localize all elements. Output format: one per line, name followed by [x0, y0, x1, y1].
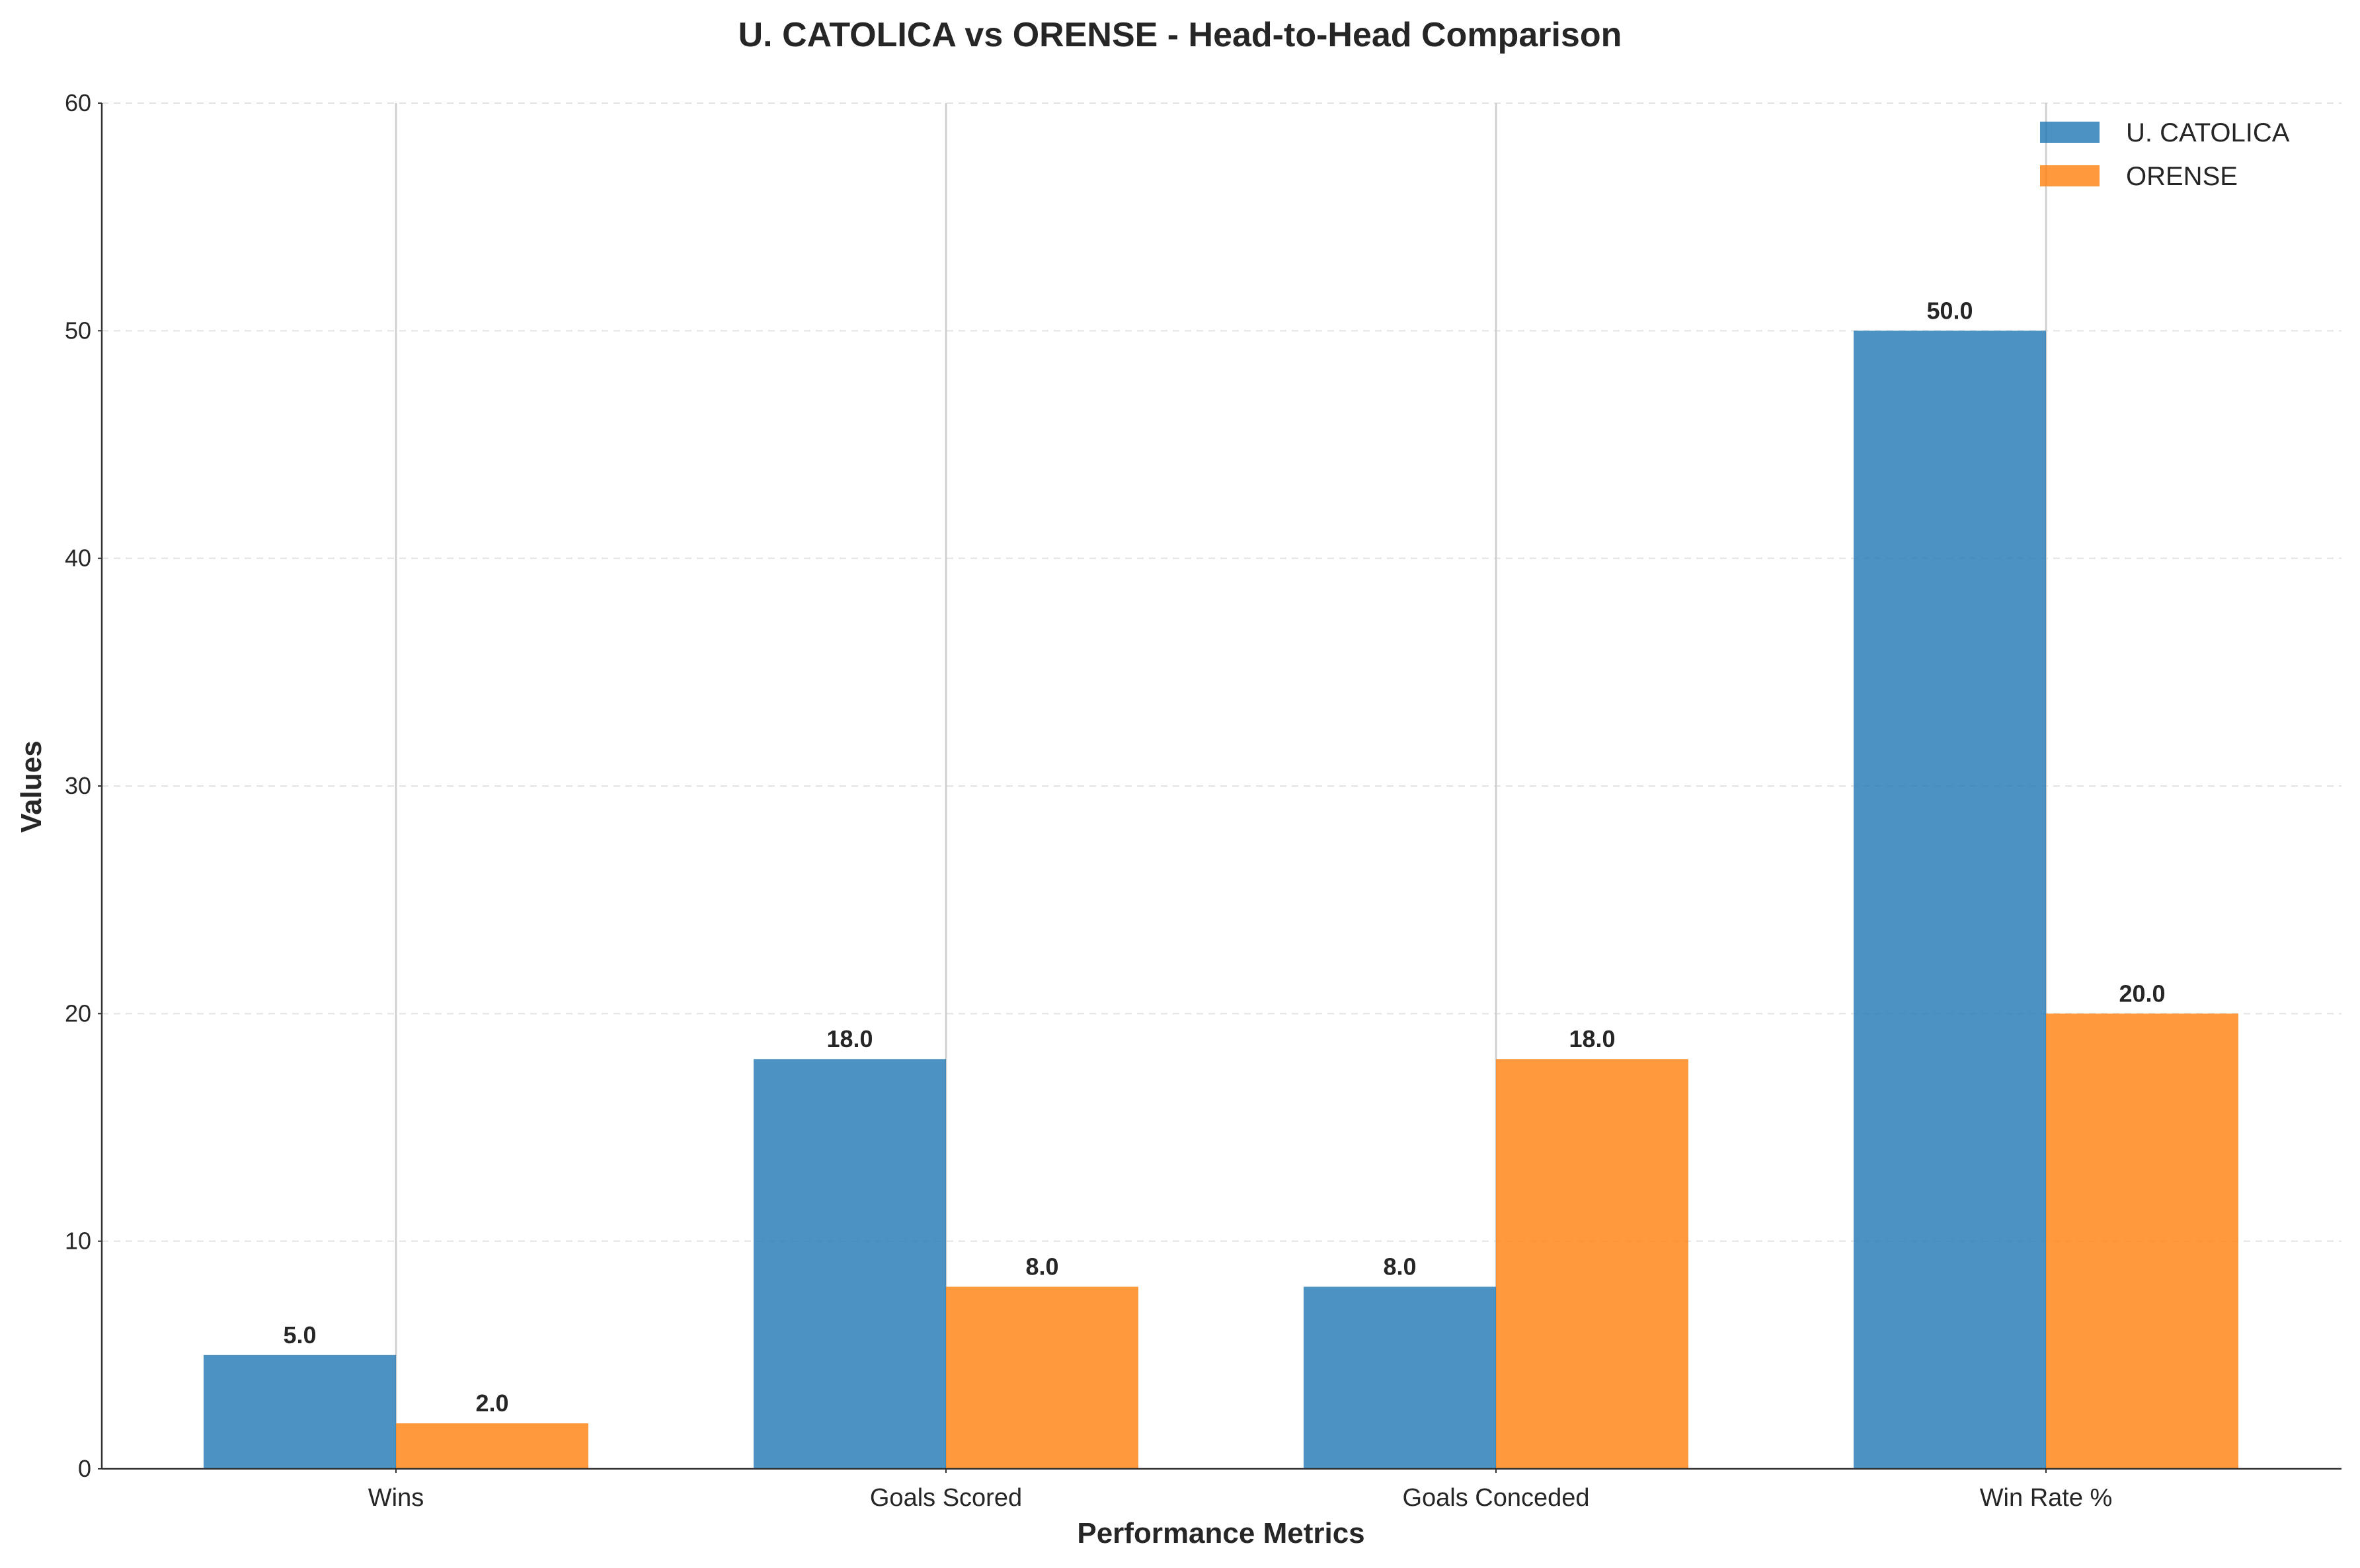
- bar: [1304, 1286, 1496, 1469]
- x-tick-label: Goals Scored: [870, 1484, 1022, 1512]
- bar-value-label: 18.0: [1569, 1025, 1615, 1052]
- axes: 0 10 20 30 40 50 60 Wins Goals Scored Goals Conce…: [65, 89, 2341, 1512]
- bar: [946, 1286, 1138, 1469]
- bars: [204, 331, 2238, 1469]
- bar-value-label: 8.0: [1383, 1253, 1416, 1280]
- y-tick-label: 40: [65, 545, 91, 572]
- y-tick-label: 30: [65, 772, 91, 799]
- data-labels: 5.0 18.0 8.0 50.0 2.0 8.0 18.0 20.0: [283, 297, 2165, 1417]
- bar-value-label: 18.0: [826, 1025, 873, 1052]
- y-tick-label: 0: [78, 1455, 91, 1482]
- bar: [204, 1354, 396, 1469]
- bar: [754, 1059, 946, 1469]
- x-tick-label: Wins: [368, 1484, 424, 1512]
- bar: [396, 1423, 588, 1469]
- chart-title: U. CATOLICA vs ORENSE - Head-to-Head Com…: [738, 16, 1622, 54]
- x-axis-label: Performance Metrics: [1077, 1517, 1364, 1549]
- legend-swatch: [2040, 165, 2100, 186]
- bar-value-label: 5.0: [283, 1321, 316, 1349]
- y-axis-label: Values: [15, 740, 48, 832]
- bar-value-label: 2.0: [475, 1390, 508, 1417]
- x-tick-label: Goals Conceded: [1402, 1484, 1589, 1512]
- bar: [2046, 1013, 2238, 1469]
- y-tick-label: 60: [65, 89, 91, 116]
- legend-label: ORENSE: [2126, 162, 2238, 191]
- grid: [102, 102, 2341, 1469]
- bar: [1496, 1059, 1688, 1469]
- bar-value-label: 50.0: [1926, 297, 1973, 324]
- bar: [1854, 331, 2046, 1469]
- y-tick-label: 10: [65, 1228, 91, 1255]
- legend-swatch: [2040, 122, 2100, 143]
- legend-label: U. CATOLICA: [2126, 118, 2290, 147]
- bar-value-label: 8.0: [1025, 1253, 1058, 1280]
- y-tick-label: 20: [65, 1000, 91, 1027]
- legend: U. CATOLICA ORENSE: [2040, 118, 2290, 191]
- x-tick-label: Win Rate %: [1980, 1484, 2113, 1512]
- bar-value-label: 20.0: [2119, 980, 2165, 1007]
- y-tick-label: 50: [65, 317, 91, 344]
